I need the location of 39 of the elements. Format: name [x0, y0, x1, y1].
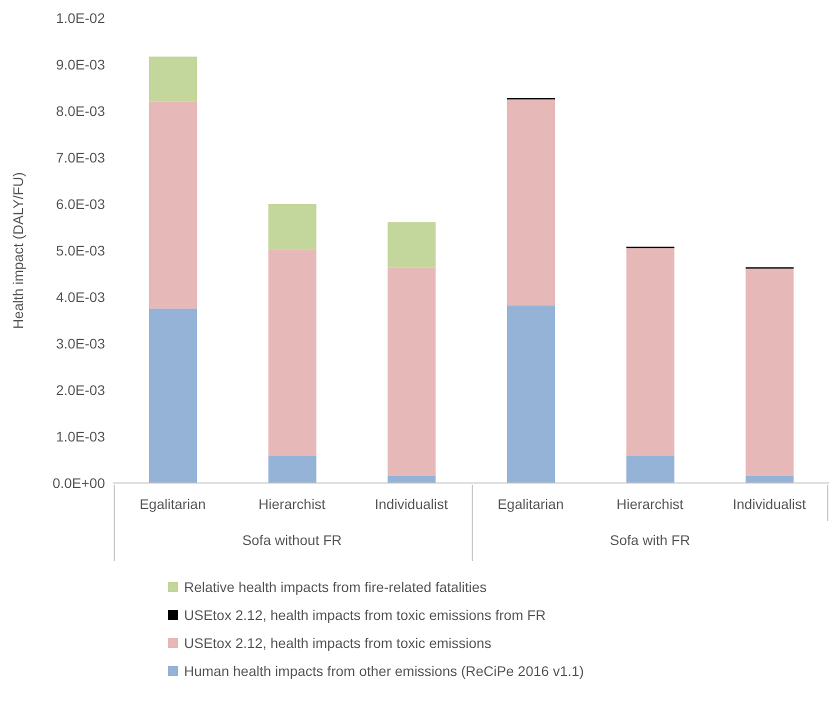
bar: [388, 268, 436, 476]
bar: [626, 456, 674, 483]
bar: [149, 308, 197, 483]
bar: [149, 102, 197, 309]
x-tick-label: Hierarchist: [616, 496, 684, 512]
y-tick-label: 8.0E-03: [56, 102, 106, 119]
bar: [626, 248, 674, 456]
y-tick-label: 5.0E-03: [56, 242, 106, 258]
y-tick-label: 3.0E-03: [56, 335, 106, 352]
bar: [746, 476, 794, 483]
legend-label: USEtox 2.12, health impacts from toxic emissions from FR: [184, 607, 546, 623]
legend-label: USEtox 2.12, health impacts from toxic emissions: [184, 635, 492, 651]
bar: [507, 99, 555, 306]
x-tick-label: Individualist: [732, 496, 806, 512]
y-tick-label: 0.0E+00: [52, 474, 106, 491]
y-tick-label: 1.0E-03: [56, 428, 106, 444]
y-tick-label: 9.0E-03: [56, 56, 106, 72]
y-tick-label: 2.0E-03: [56, 382, 106, 398]
bar: [507, 305, 555, 483]
y-tick-label: 6.0E-03: [56, 196, 106, 212]
legend-label: Relative health impacts from fire-related fatalities: [184, 579, 487, 595]
x-tick-label: Egalitarian: [498, 496, 564, 512]
bar: [388, 476, 436, 483]
bar: [388, 222, 436, 268]
legend-label: Human health impacts from other emissions (ReCiPe 2016 v1.1): [184, 663, 584, 679]
bar: [746, 268, 794, 476]
y-tick-label: 7.0E-03: [56, 149, 106, 166]
y-tick-label: 4.0E-03: [56, 288, 106, 305]
y-axis-title: Health impact (DALY/FU): [10, 172, 26, 329]
x-tick-label: Individualist: [374, 496, 448, 512]
bar: [268, 204, 316, 250]
x-tick-label: Hierarchist: [258, 496, 326, 512]
bar: [149, 56, 197, 102]
bar: [268, 456, 316, 483]
x-tick-label: Egalitarian: [140, 496, 206, 512]
bar: [268, 250, 316, 456]
y-tick-label: 1.0E-02: [56, 10, 106, 26]
text: Sofa with FR: [610, 532, 690, 548]
text: Sofa without FR: [242, 532, 342, 548]
